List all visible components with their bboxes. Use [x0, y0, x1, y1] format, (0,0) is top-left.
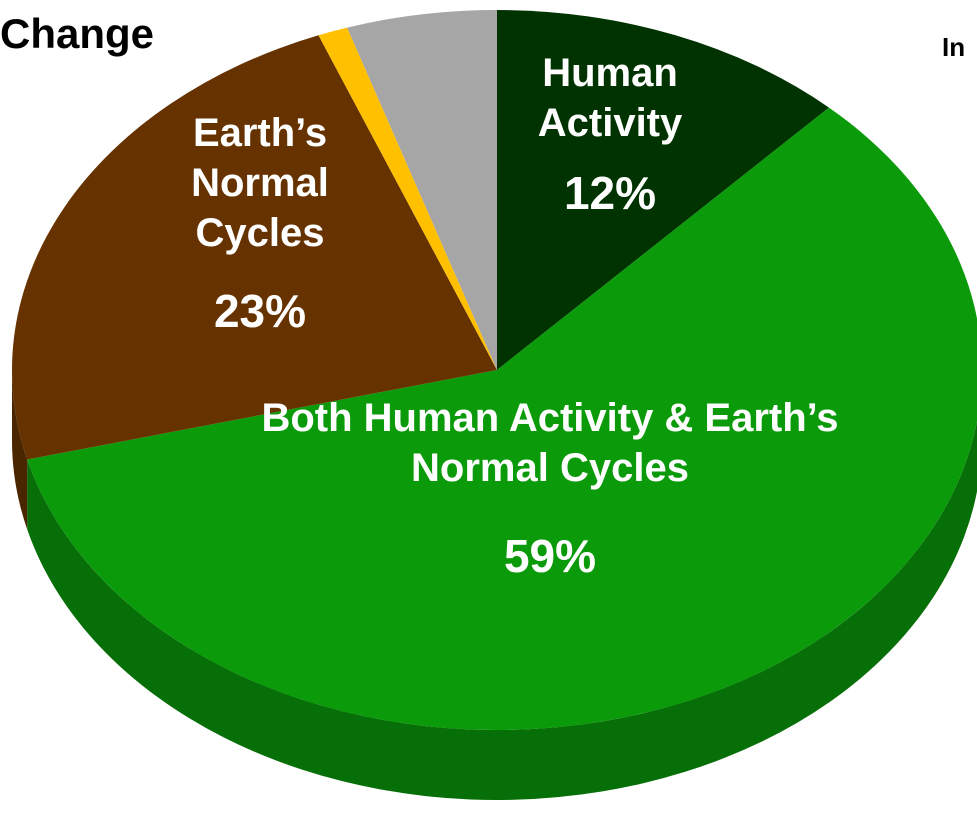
chart-title: Change	[0, 10, 155, 57]
slice	[27, 107, 977, 730]
slice-label: Both Human Activity & Earth’s Normal Cyc…	[261, 396, 839, 490]
slice-side	[27, 421, 977, 800]
slice-label: Earth’s Normal Cycles	[191, 111, 329, 255]
slice	[318, 27, 497, 370]
slice-side	[11, 370, 28, 530]
slice	[347, 10, 497, 370]
annotation: In	[942, 32, 966, 62]
data-label: 23%	[213, 285, 307, 337]
slice	[11, 35, 497, 460]
slice-label: Human Activity	[537, 51, 683, 145]
data-label: 12%	[563, 167, 657, 219]
slice	[497, 10, 830, 370]
data-label: 59%	[503, 530, 597, 582]
